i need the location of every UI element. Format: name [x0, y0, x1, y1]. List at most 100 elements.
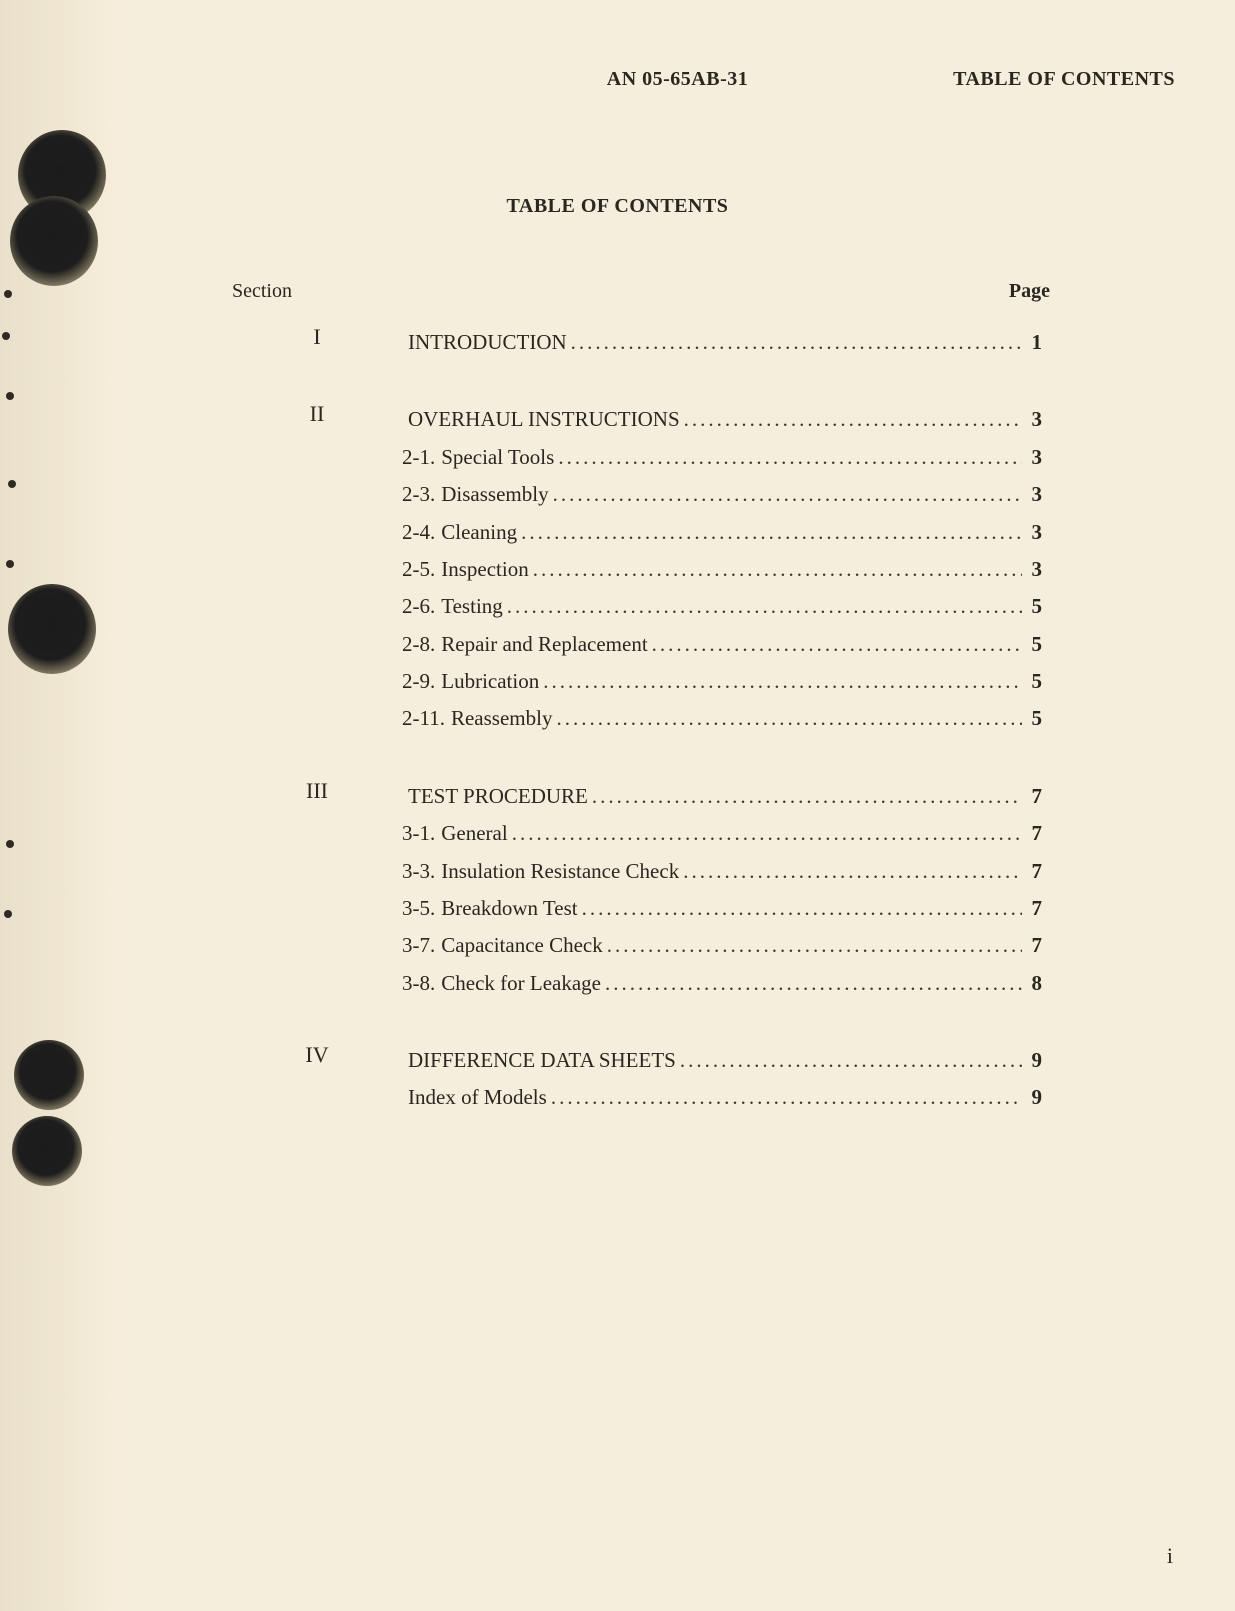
toc-entry: 3-7.Capacitance Check 7: [402, 927, 1042, 964]
toc-entry: TEST PROCEDURE 7: [402, 778, 1042, 815]
toc-section-gap: [232, 738, 1050, 768]
toc-entry: 2-6.Testing5: [402, 588, 1042, 625]
toc-leader-dots: [578, 890, 1022, 927]
toc-entry-label: OVERHAUL INSTRUCTIONS: [408, 401, 680, 438]
toc-entry-label: Disassembly: [441, 476, 548, 513]
page-title: TABLE OF CONTENTS: [0, 195, 1235, 218]
doc-number: AN 05-65AB-31: [607, 68, 749, 91]
toc-section-row: IINTRODUCTION1: [232, 324, 1050, 361]
toc-entry-label: Check for Leakage: [441, 965, 601, 1002]
punch-hole-icon: [8, 584, 96, 674]
toc-leader-dots: [603, 927, 1022, 964]
toc-entry: 2-11.Reassembly 5: [402, 700, 1042, 737]
punch-hole-icon: [14, 1040, 84, 1110]
toc-leader-dots: [676, 1042, 1022, 1079]
toc-entry-page: 7: [1022, 853, 1042, 890]
toc-leader-dots: [549, 476, 1022, 513]
toc-entry-page: 5: [1022, 700, 1042, 737]
speck-icon: [4, 290, 12, 298]
toc-leader-dots: [588, 778, 1022, 815]
toc-entry-label: Breakdown Test: [441, 890, 577, 927]
toc-entry-page: 8: [1022, 965, 1042, 1002]
toc-entry-prefix: 3-3.: [402, 853, 441, 890]
toc-entry-page: 9: [1022, 1079, 1042, 1116]
toc-entry-prefix: 3-8.: [402, 965, 441, 1002]
toc-section-number: IV: [232, 1042, 402, 1068]
toc-entry-label: Index of Models: [408, 1079, 547, 1116]
toc-entries: TEST PROCEDURE73-1.General73-3.Insulatio…: [402, 778, 1042, 1002]
page-folio: i: [1167, 1543, 1173, 1569]
toc-entry-prefix: 2-6.: [402, 588, 441, 625]
toc-section: IVDIFFERENCE DATA SHEETS9Index of Models…: [232, 1042, 1050, 1117]
toc-entry-page: 5: [1022, 588, 1042, 625]
toc-leader-dots: [648, 626, 1022, 663]
toc-section-label: Section: [232, 280, 292, 303]
toc-section-row: IIOVERHAUL INSTRUCTIONS32-1.Special Tool…: [232, 401, 1050, 737]
toc-entry-page: 7: [1022, 890, 1042, 927]
toc-entries: DIFFERENCE DATA SHEETS9Index of Models9: [402, 1042, 1042, 1117]
toc-entry-page: 3: [1022, 401, 1042, 438]
toc-entry-prefix: 2-1.: [402, 439, 441, 476]
toc-header-row: Section Page: [232, 280, 1050, 314]
toc-entry-label: Cleaning: [441, 514, 517, 551]
toc-entry: 3-1.General7: [402, 815, 1042, 852]
toc-leader-dots: [552, 700, 1022, 737]
toc-entry-page: 1: [1022, 324, 1042, 361]
toc-entry: 2-5.Inspection3: [402, 551, 1042, 588]
toc-entry: 2-4.Cleaning 3: [402, 514, 1042, 551]
toc-entry: 2-1.Special Tools 3: [402, 439, 1042, 476]
toc-leader-dots: [567, 324, 1022, 361]
toc-leader-dots: [547, 1079, 1022, 1116]
toc-entry-label: Repair and Replacement: [441, 626, 647, 663]
toc-page-label: Page: [1009, 280, 1050, 303]
page: AN 05-65AB-31 TABLE OF CONTENTS TABLE OF…: [0, 0, 1235, 1611]
toc-leader-dots: [529, 551, 1022, 588]
toc-entry-prefix: 2-4.: [402, 514, 441, 551]
toc-body: IINTRODUCTION1IIOVERHAUL INSTRUCTIONS32-…: [232, 324, 1050, 1117]
toc-entry: 3-3.Insulation Resistance Check7: [402, 853, 1042, 890]
toc-section-gap: [232, 361, 1050, 391]
toc-section-row: IVDIFFERENCE DATA SHEETS9Index of Models…: [232, 1042, 1050, 1117]
toc-entry-label: Capacitance Check: [441, 927, 603, 964]
speck-icon: [6, 560, 14, 568]
speck-icon: [2, 332, 10, 340]
toc-entry-label: Lubrication: [441, 663, 539, 700]
toc-entry-label: Special Tools: [441, 439, 554, 476]
speck-icon: [4, 910, 12, 918]
toc-entry-prefix: 3-7.: [402, 927, 441, 964]
toc-entry-page: 3: [1022, 514, 1042, 551]
toc-entry: 2-3.Disassembly3: [402, 476, 1042, 513]
toc-entry-prefix: 2-11.: [402, 700, 451, 737]
toc-entry-prefix: 2-3.: [402, 476, 441, 513]
toc-entry-prefix: 3-1.: [402, 815, 441, 852]
toc-entry-page: 7: [1022, 778, 1042, 815]
toc-section-number: III: [232, 778, 402, 804]
toc-entry: 2-8.Repair and Replacement 5: [402, 626, 1042, 663]
toc-entry-prefix: 3-5.: [402, 890, 441, 927]
toc-entry-label: General: [441, 815, 507, 852]
speck-icon: [6, 392, 14, 400]
toc-leader-dots: [503, 588, 1022, 625]
punch-hole-icon: [12, 1116, 82, 1186]
toc-entry-page: 5: [1022, 626, 1042, 663]
toc-entry-prefix: 2-8.: [402, 626, 441, 663]
toc-entry-label: TEST PROCEDURE: [408, 778, 588, 815]
toc-entry-label: INTRODUCTION: [408, 324, 567, 361]
speck-icon: [8, 480, 16, 488]
toc-entry-prefix: 2-9.: [402, 663, 441, 700]
toc-entry-page: 5: [1022, 663, 1042, 700]
toc-leader-dots: [539, 663, 1022, 700]
toc-entry-page: 3: [1022, 439, 1042, 476]
toc-section: IIOVERHAUL INSTRUCTIONS32-1.Special Tool…: [232, 401, 1050, 737]
toc-entry-page: 9: [1022, 1042, 1042, 1079]
toc-entry: 2-9.Lubrication 5: [402, 663, 1042, 700]
header-right-label: TABLE OF CONTENTS: [953, 68, 1175, 91]
table-of-contents: Section Page IINTRODUCTION1IIOVERHAUL IN…: [232, 280, 1050, 1117]
toc-entries: INTRODUCTION 1: [402, 324, 1042, 361]
toc-leader-dots: [554, 439, 1022, 476]
toc-entry: Index of Models 9: [402, 1079, 1042, 1116]
toc-entry-page: 7: [1022, 927, 1042, 964]
toc-entry: OVERHAUL INSTRUCTIONS 3: [402, 401, 1042, 438]
toc-entries: OVERHAUL INSTRUCTIONS 3 2-1.Special Tools 3…: [402, 401, 1042, 737]
toc-entry-label: Reassembly: [451, 700, 552, 737]
